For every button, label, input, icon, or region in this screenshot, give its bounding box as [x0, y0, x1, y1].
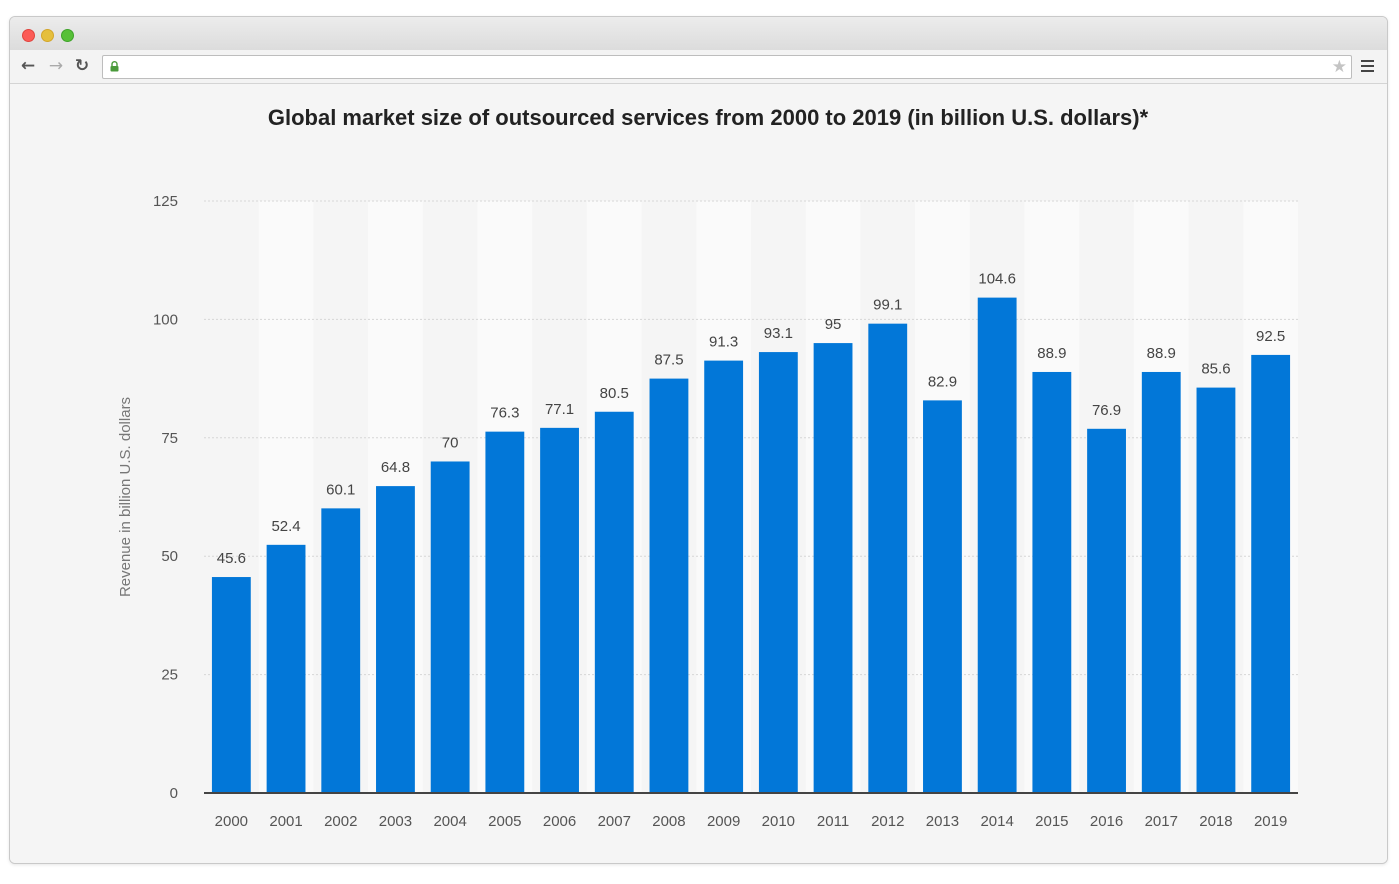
data-label: 92.5 [1256, 328, 1285, 345]
browser-toolbar: ← → ↻ ★ [10, 50, 1387, 84]
y-tick-label: 75 [161, 430, 178, 447]
bar [1141, 371, 1181, 793]
bar [813, 343, 853, 793]
data-label: 76.3 [490, 405, 519, 422]
x-tick-label: 2010 [762, 813, 795, 830]
bar [211, 577, 251, 793]
y-tick-label: 25 [161, 667, 178, 684]
x-tick-label: 2001 [269, 813, 302, 830]
bar [1032, 371, 1072, 793]
x-tick-label: 2012 [871, 813, 904, 830]
minimize-window-button[interactable] [41, 29, 54, 42]
x-tick-label: 2005 [488, 813, 521, 830]
data-label: 52.4 [271, 518, 300, 535]
bar [540, 427, 579, 793]
bar [704, 360, 744, 793]
bar [1196, 387, 1236, 793]
bar [594, 411, 634, 793]
bar [266, 544, 306, 793]
data-label: 77.1 [545, 401, 574, 418]
bar [321, 508, 361, 793]
bar [1087, 428, 1126, 793]
y-axis-title: Revenue in billion U.S. dollars [117, 397, 134, 597]
back-arrow-icon[interactable]: ← [20, 56, 36, 76]
x-tick-label: 2000 [215, 813, 248, 830]
x-tick-label: 2013 [926, 813, 959, 830]
data-label: 45.6 [217, 550, 246, 567]
x-tick-label: 2003 [379, 813, 412, 830]
data-label: 85.6 [1201, 361, 1230, 378]
data-label: 60.1 [326, 481, 355, 498]
close-window-button[interactable] [22, 29, 35, 42]
reload-icon[interactable]: ↻ [74, 56, 90, 76]
maximize-window-button[interactable] [61, 29, 74, 42]
x-tick-label: 2016 [1090, 813, 1123, 830]
title-bar [10, 17, 1387, 50]
bar [977, 297, 1017, 793]
data-label: 104.6 [978, 271, 1016, 288]
bar [649, 378, 689, 793]
x-tick-label: 2015 [1035, 813, 1068, 830]
x-tick-label: 2007 [598, 813, 631, 830]
forward-arrow-icon[interactable]: → [48, 56, 64, 76]
x-tick-label: 2004 [433, 813, 466, 830]
data-label: 99.1 [873, 297, 902, 314]
data-label: 93.1 [764, 325, 793, 342]
address-bar[interactable]: ★ [102, 55, 1352, 79]
bar [868, 323, 908, 793]
bar [923, 400, 962, 793]
bar [758, 352, 798, 793]
bar [1251, 354, 1291, 793]
bar [485, 431, 525, 793]
data-label: 64.8 [381, 459, 410, 476]
data-label: 87.5 [654, 352, 683, 369]
data-label: 70 [442, 434, 459, 451]
bar [376, 486, 415, 793]
data-label: 88.9 [1037, 345, 1066, 362]
bar-chart: 0 25 50 75 100 125 Revenue in billion U.S. dol… [117, 193, 1298, 830]
y-tick-label: 125 [153, 193, 178, 210]
x-tick-label: 2009 [707, 813, 740, 830]
x-tick-label: 2006 [543, 813, 576, 830]
chart-title: Global market size of outsourced service… [267, 105, 1149, 130]
bookmark-star-icon[interactable]: ★ [1331, 57, 1347, 77]
x-tick-label: 2014 [980, 813, 1013, 830]
page-content: Global market size of outsourced service… [10, 84, 1387, 863]
data-label: 88.9 [1147, 345, 1176, 362]
x-tick-label: 2017 [1145, 813, 1178, 830]
data-label: 95 [825, 316, 842, 333]
browser-window: ← → ↻ ★ Global market size of outsourced… [9, 16, 1388, 864]
y-tick-label: 50 [161, 548, 178, 565]
data-label: 80.5 [600, 385, 629, 402]
x-tick-label: 2008 [652, 813, 685, 830]
hamburger-menu-icon[interactable] [1361, 60, 1374, 73]
x-tick-label: 2011 [817, 813, 849, 830]
data-label: 91.3 [709, 334, 738, 351]
bar [430, 461, 470, 793]
y-tick-label: 100 [153, 311, 178, 328]
lock-icon [110, 61, 119, 72]
x-tick-label: 2019 [1254, 813, 1287, 830]
x-tick-label: 2018 [1199, 813, 1232, 830]
y-tick-label: 0 [170, 785, 178, 802]
data-label: 82.9 [928, 373, 957, 390]
data-label: 76.9 [1092, 402, 1121, 419]
x-tick-label: 2002 [324, 813, 357, 830]
